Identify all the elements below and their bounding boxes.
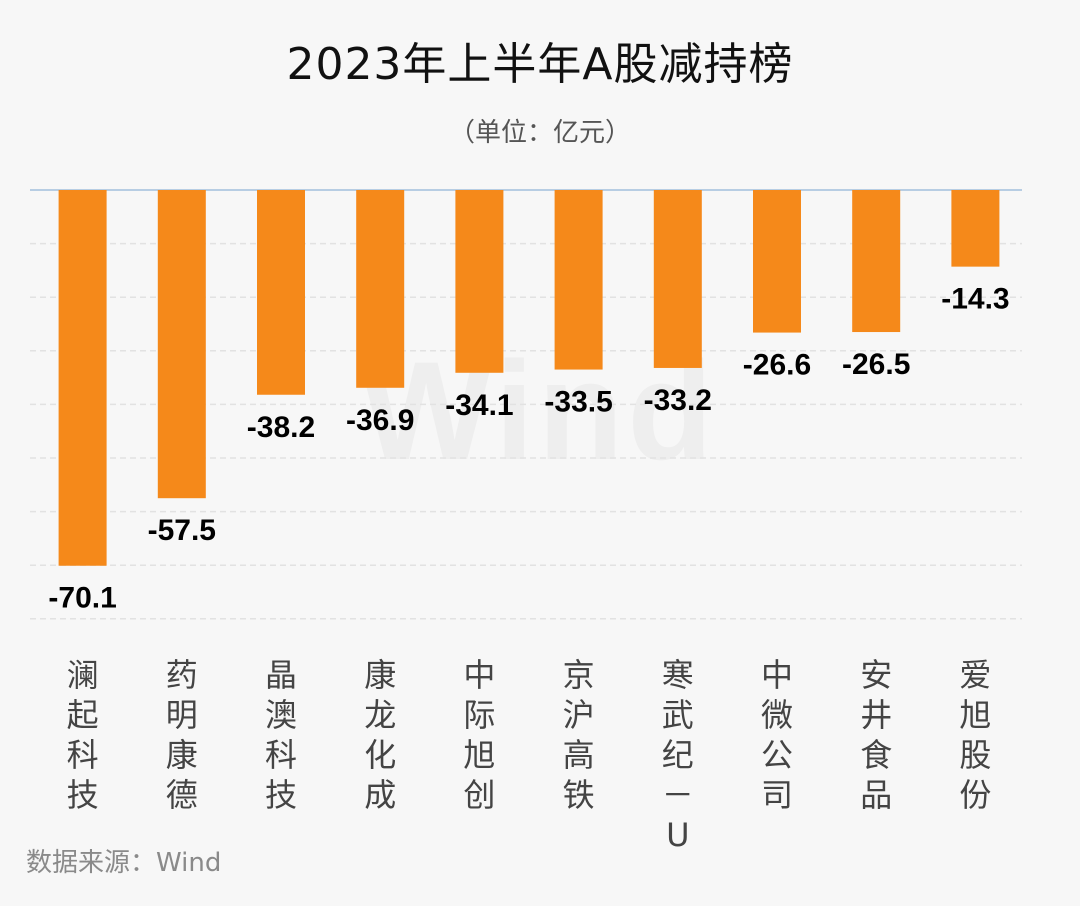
- category-label: 晶澳科技: [265, 656, 297, 814]
- category-label: 爱旭股份: [959, 656, 991, 814]
- bar-value-label: -26.6: [743, 349, 811, 382]
- bar: [157, 190, 206, 499]
- bar-value-label: -70.1: [48, 582, 116, 615]
- bars: [58, 190, 1000, 566]
- category-label: 寒武纪－ U: [662, 656, 694, 854]
- bar-value-label: -33.5: [544, 386, 612, 419]
- bar-value-label: -34.1: [445, 389, 513, 422]
- category-label: 京沪高铁: [563, 656, 595, 814]
- bar: [58, 190, 107, 566]
- bar: [554, 190, 603, 370]
- category-label: 中微公司: [761, 656, 793, 814]
- category-label: 安井食品: [860, 656, 892, 814]
- bar: [852, 190, 901, 333]
- bar: [356, 190, 405, 388]
- bar-value-label: -14.3: [941, 283, 1009, 316]
- chart-title: 2023年上半年A股减持榜: [286, 39, 794, 90]
- category-label: 中际旭创: [463, 656, 495, 814]
- data-source: 数据来源：Wind: [26, 848, 222, 878]
- bar-value-label: -36.9: [346, 404, 414, 437]
- bar: [257, 190, 305, 395]
- value-labels: -70.1 -57.5 -38.2 -36.9 -34.1 -33.5 -33.2 -26.6…: [48, 283, 1009, 615]
- bar: [753, 190, 801, 333]
- category-label: 药明康德: [166, 656, 198, 814]
- category-label: 康龙化成: [364, 656, 396, 814]
- category-label: 澜起科技: [67, 656, 99, 814]
- bar-value-label: -26.5: [842, 348, 910, 381]
- bar: [455, 190, 504, 373]
- bar-value-label: -38.2: [247, 411, 315, 444]
- bar: [653, 190, 702, 368]
- category-labels: 澜起科技 药明康德 晶澳科技 康龙化成 中际旭创 京沪高铁 寒武纪－ U 中微公司 安井食品 爱旭股…: [67, 656, 992, 854]
- bar-value-label: -57.5: [148, 514, 216, 547]
- bar-value-label: -33.2: [644, 384, 712, 417]
- chart-subtitle: （单位：亿元）: [448, 118, 631, 148]
- bar: [951, 190, 1000, 267]
